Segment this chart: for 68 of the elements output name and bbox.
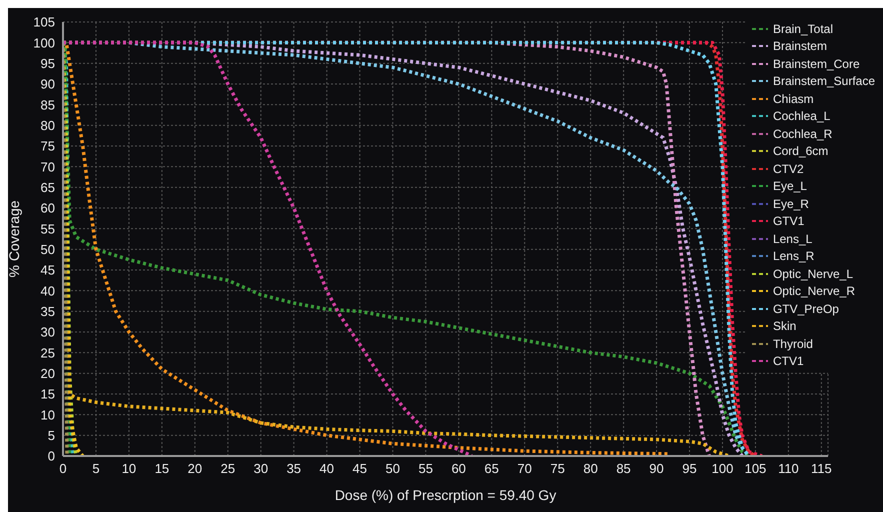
legend-label: Thyroid (772, 336, 813, 351)
legend-label: Chiasm (772, 92, 814, 106)
x-tick-label: 25 (220, 461, 236, 476)
y-tick-label: 90 (40, 76, 55, 92)
legend-label: Skin (772, 319, 796, 334)
x-tick-label: 85 (616, 461, 631, 476)
y-tick-label: 70 (40, 159, 55, 174)
legend-label: Eye_R (772, 196, 809, 211)
legend-label: Optic_Nerve_L (772, 266, 853, 281)
y-tick-label: 30 (40, 324, 55, 340)
x-tick-label: 100 (712, 461, 734, 476)
x-tick-label: 95 (682, 461, 697, 476)
y-tick-label: 15 (40, 386, 55, 402)
y-tick-label: 45 (40, 262, 55, 278)
legend-label: GTV_PreOp (772, 302, 839, 316)
x-tick-label: 0 (59, 461, 67, 476)
x-tick-label: 115 (811, 461, 832, 476)
x-tick-label: 30 (254, 461, 268, 476)
x-tick-label: 75 (550, 461, 565, 476)
legend-label: Lens_R (772, 249, 814, 264)
legend-label: CTV2 (772, 162, 804, 176)
y-tick-label: 55 (40, 221, 55, 236)
x-tick-label: 65 (484, 461, 499, 476)
legend-label: Brainstem_Core (772, 56, 860, 71)
y-tick-label: 25 (40, 345, 55, 360)
x-tick-label: 110 (778, 461, 799, 476)
x-tick-label: 10 (122, 461, 136, 476)
y-tick-label: 40 (40, 283, 55, 298)
x-tick-label: 105 (744, 461, 766, 476)
x-tick-label: 35 (286, 461, 302, 476)
x-tick-label: 90 (649, 461, 664, 476)
y-tick-label: 85 (40, 97, 55, 112)
legend-label: Lens_L (772, 232, 812, 246)
x-tick-label: 55 (418, 461, 433, 476)
legend-label: Brainstem (772, 39, 827, 54)
x-tick-label: 5 (92, 461, 100, 476)
y-tick-label: 0 (48, 448, 55, 464)
legend-label: Cord_6cm (772, 144, 828, 158)
x-tick-label: 80 (583, 461, 598, 476)
y-tick-label: 60 (40, 200, 55, 216)
x-tick-label: 50 (386, 461, 400, 476)
y-tick-label: 95 (40, 56, 55, 71)
x-tick-label: 20 (188, 461, 202, 476)
x-tick-label: 15 (154, 461, 170, 476)
y-tick-label: 20 (40, 366, 55, 381)
x-axis-title: Dose (%) of Prescrption = 59.40 Gy (334, 487, 556, 503)
y-tick-label: 50 (40, 242, 55, 257)
y-tick-label: 75 (40, 138, 55, 154)
legend-label: Cochlea_R (772, 126, 832, 141)
x-tick-label: 60 (451, 461, 466, 476)
x-tick-label: 40 (320, 461, 334, 476)
legend-label: CTV1 (772, 354, 804, 368)
y-tick-label: 65 (40, 180, 55, 195)
y-tick-label: 5 (48, 428, 55, 443)
y-tick-label: 105 (33, 14, 55, 30)
x-tick-label: 45 (352, 461, 367, 476)
legend-label: GTV1 (772, 214, 804, 228)
y-tick-label: 10 (40, 407, 55, 422)
x-tick-label: 70 (517, 461, 532, 476)
legend-label: Cochlea_L (772, 109, 830, 124)
y-axis-title: % Coverage (6, 200, 22, 278)
legend-label: Brain_Total (772, 22, 833, 36)
y-tick-label: 35 (40, 304, 55, 319)
legend-label: Brainstem_Surface (772, 74, 875, 88)
y-tick-label: 100 (33, 35, 55, 50)
legend-label: Optic_Nerve_R (772, 284, 855, 298)
y-tick-label: 80 (40, 118, 55, 133)
legend-label: Eye_L (772, 179, 807, 194)
